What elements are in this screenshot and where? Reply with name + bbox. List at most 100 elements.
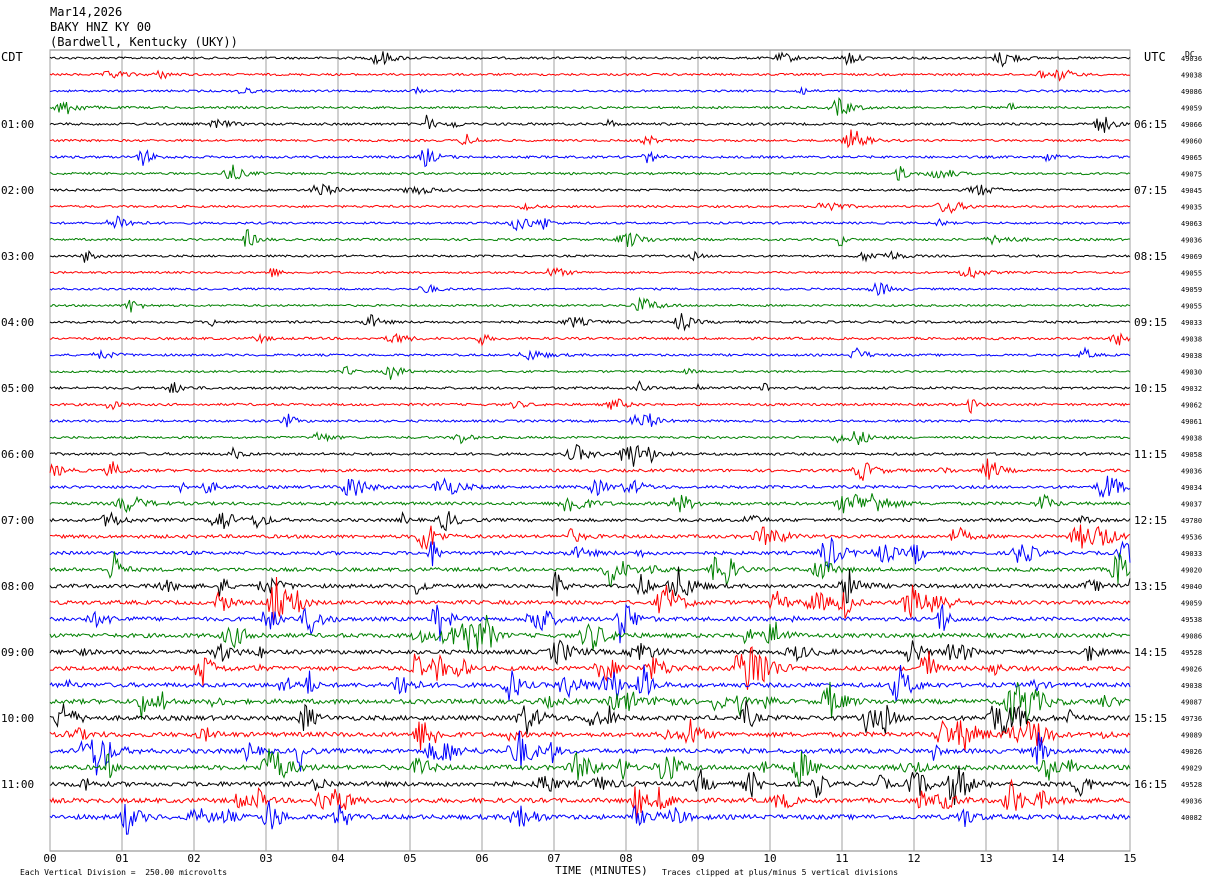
trace-line <box>50 183 1131 196</box>
x-tick-label: 03 <box>259 852 272 865</box>
x-tick-label: 11 <box>835 852 848 865</box>
trace-line <box>49 228 1130 248</box>
trace-dc-offset: 49055 <box>1181 303 1202 311</box>
trace-line <box>49 431 1130 446</box>
left-hour-label: 10:00 <box>1 712 34 725</box>
trace-dc-offset: 49037 <box>1181 501 1202 509</box>
x-tick-label: 07 <box>547 852 560 865</box>
axis-labels: 00 01 02 03 04 05 06 07 08 09 10 11 12 13 14 15 49036 490… <box>1 55 1202 865</box>
trace-dc-offset: 49036 <box>1181 468 1202 476</box>
trace-line <box>49 413 1131 428</box>
x-tick-label: 05 <box>403 852 416 865</box>
left-hour-label: 01:00 <box>1 118 34 131</box>
x-tick-label: 01 <box>115 852 128 865</box>
trace-dc-offset: 49026 <box>1181 748 1202 756</box>
trace-dc-offset: 49089 <box>1181 732 1202 740</box>
trace-dc-offset: 49066 <box>1181 121 1202 129</box>
trace-line <box>49 566 1131 604</box>
trace-dc-offset: 49087 <box>1181 699 1202 707</box>
trace-line <box>49 778 1131 820</box>
trace-dc-offset: 49075 <box>1181 171 1202 179</box>
trace-line <box>49 51 1131 68</box>
trace-line <box>49 250 1131 263</box>
x-tick-label: 00 <box>43 852 56 865</box>
x-tick-label: 02 <box>187 852 200 865</box>
trace-line <box>49 493 1131 514</box>
trace-line <box>49 603 1131 644</box>
trace-dc-offset: 49020 <box>1181 567 1202 575</box>
trace-dc-offset: 49069 <box>1181 253 1202 261</box>
trace-dc-offset: 49033 <box>1181 319 1202 327</box>
trace-line <box>49 332 1131 347</box>
trace-line <box>49 444 1131 467</box>
right-hour-label: 06:15 <box>1134 118 1167 131</box>
left-hour-label: 09:00 <box>1 646 34 659</box>
trace-line <box>49 576 1131 625</box>
trace-line <box>49 458 1131 481</box>
trace-dc-offset: 49065 <box>1181 154 1202 162</box>
x-tick-label: 10 <box>763 852 776 865</box>
right-hour-label: 14:15 <box>1134 646 1167 659</box>
trace-line <box>49 398 1131 415</box>
dc-column-header: DC <box>1185 50 1195 59</box>
trace-dc-offset: 49034 <box>1181 484 1202 492</box>
trace-line <box>49 800 1131 835</box>
right-hour-label: 10:15 <box>1134 382 1167 395</box>
trace-dc-offset: 49038 <box>1181 72 1202 80</box>
trace-line <box>49 266 1131 279</box>
trace-dc-offset: 49035 <box>1181 204 1202 212</box>
x-tick-label: 15 <box>1123 852 1136 865</box>
x-tick-label: 14 <box>1051 852 1065 865</box>
header-date: Mar14,2026 <box>50 5 123 19</box>
right-hour-label: 09:15 <box>1134 316 1167 329</box>
trace-line <box>49 296 1131 313</box>
trace-dc-offset: 49060 <box>1181 138 1202 146</box>
trace-line <box>49 281 1131 297</box>
header-station: BAKY HNZ KY 00 <box>50 20 152 34</box>
trace-dc-offset: 40082 <box>1181 814 1202 822</box>
x-axis-label: TIME (MINUTES) <box>555 864 648 877</box>
header-location: (Bardwell, Kentucky (UKY)) <box>50 35 238 49</box>
trace-line <box>49 700 1131 736</box>
trace-line <box>49 313 1131 332</box>
trace-line <box>49 215 1131 232</box>
trace-line <box>49 365 1131 380</box>
trace-dc-offset: 49045 <box>1181 187 1202 195</box>
left-timezone-label: CDT <box>1 50 23 64</box>
trace-line <box>49 114 1131 133</box>
trace-line <box>49 85 1131 95</box>
trace-dc-offset: 49059 <box>1181 105 1202 113</box>
trace-dc-offset: 49780 <box>1181 517 1202 525</box>
trace-line <box>49 164 1131 181</box>
trace-line <box>49 511 1131 532</box>
trace-dc-offset: 49086 <box>1181 633 1202 641</box>
trace-line <box>49 97 1131 116</box>
left-hour-label: 07:00 <box>1 514 34 527</box>
trace-dc-offset: 49536 <box>1181 534 1202 542</box>
trace-dc-offset: 49036 <box>1181 798 1202 806</box>
left-hour-label: 06:00 <box>1 448 34 461</box>
scale-note: Each Vertical Division = 250.00 microvol… <box>20 868 228 877</box>
right-hour-label: 15:15 <box>1134 712 1167 725</box>
trace-dc-offset: 49736 <box>1181 715 1202 723</box>
trace-dc-offset: 49029 <box>1181 765 1202 773</box>
x-tick-label: 08 <box>619 852 632 865</box>
right-timezone-label: UTC <box>1144 50 1166 64</box>
trace-dc-offset: 49063 <box>1181 220 1202 228</box>
trace-dc-offset: 49040 <box>1181 583 1202 591</box>
clip-note: Traces clipped at plus/minus 5 vertical … <box>662 868 899 877</box>
trace-dc-offset: 49033 <box>1181 550 1202 558</box>
left-hour-label: 03:00 <box>1 250 34 263</box>
trace-dc-offset: 49036 <box>1181 237 1202 245</box>
trace-dc-offset: 49038 <box>1181 336 1202 344</box>
trace-dc-offset: 49026 <box>1181 666 1202 674</box>
x-tick-label: 06 <box>475 852 488 865</box>
right-hour-label: 16:15 <box>1134 778 1167 791</box>
left-hour-label: 11:00 <box>1 778 34 791</box>
trace-dc-offset: 49038 <box>1181 682 1202 690</box>
trace-dc-offset: 49030 <box>1181 369 1202 377</box>
trace-dc-offset: 49086 <box>1181 88 1202 96</box>
trace-dc-offset: 49032 <box>1181 385 1202 393</box>
trace-line <box>50 524 1131 550</box>
trace-line <box>49 69 1131 82</box>
